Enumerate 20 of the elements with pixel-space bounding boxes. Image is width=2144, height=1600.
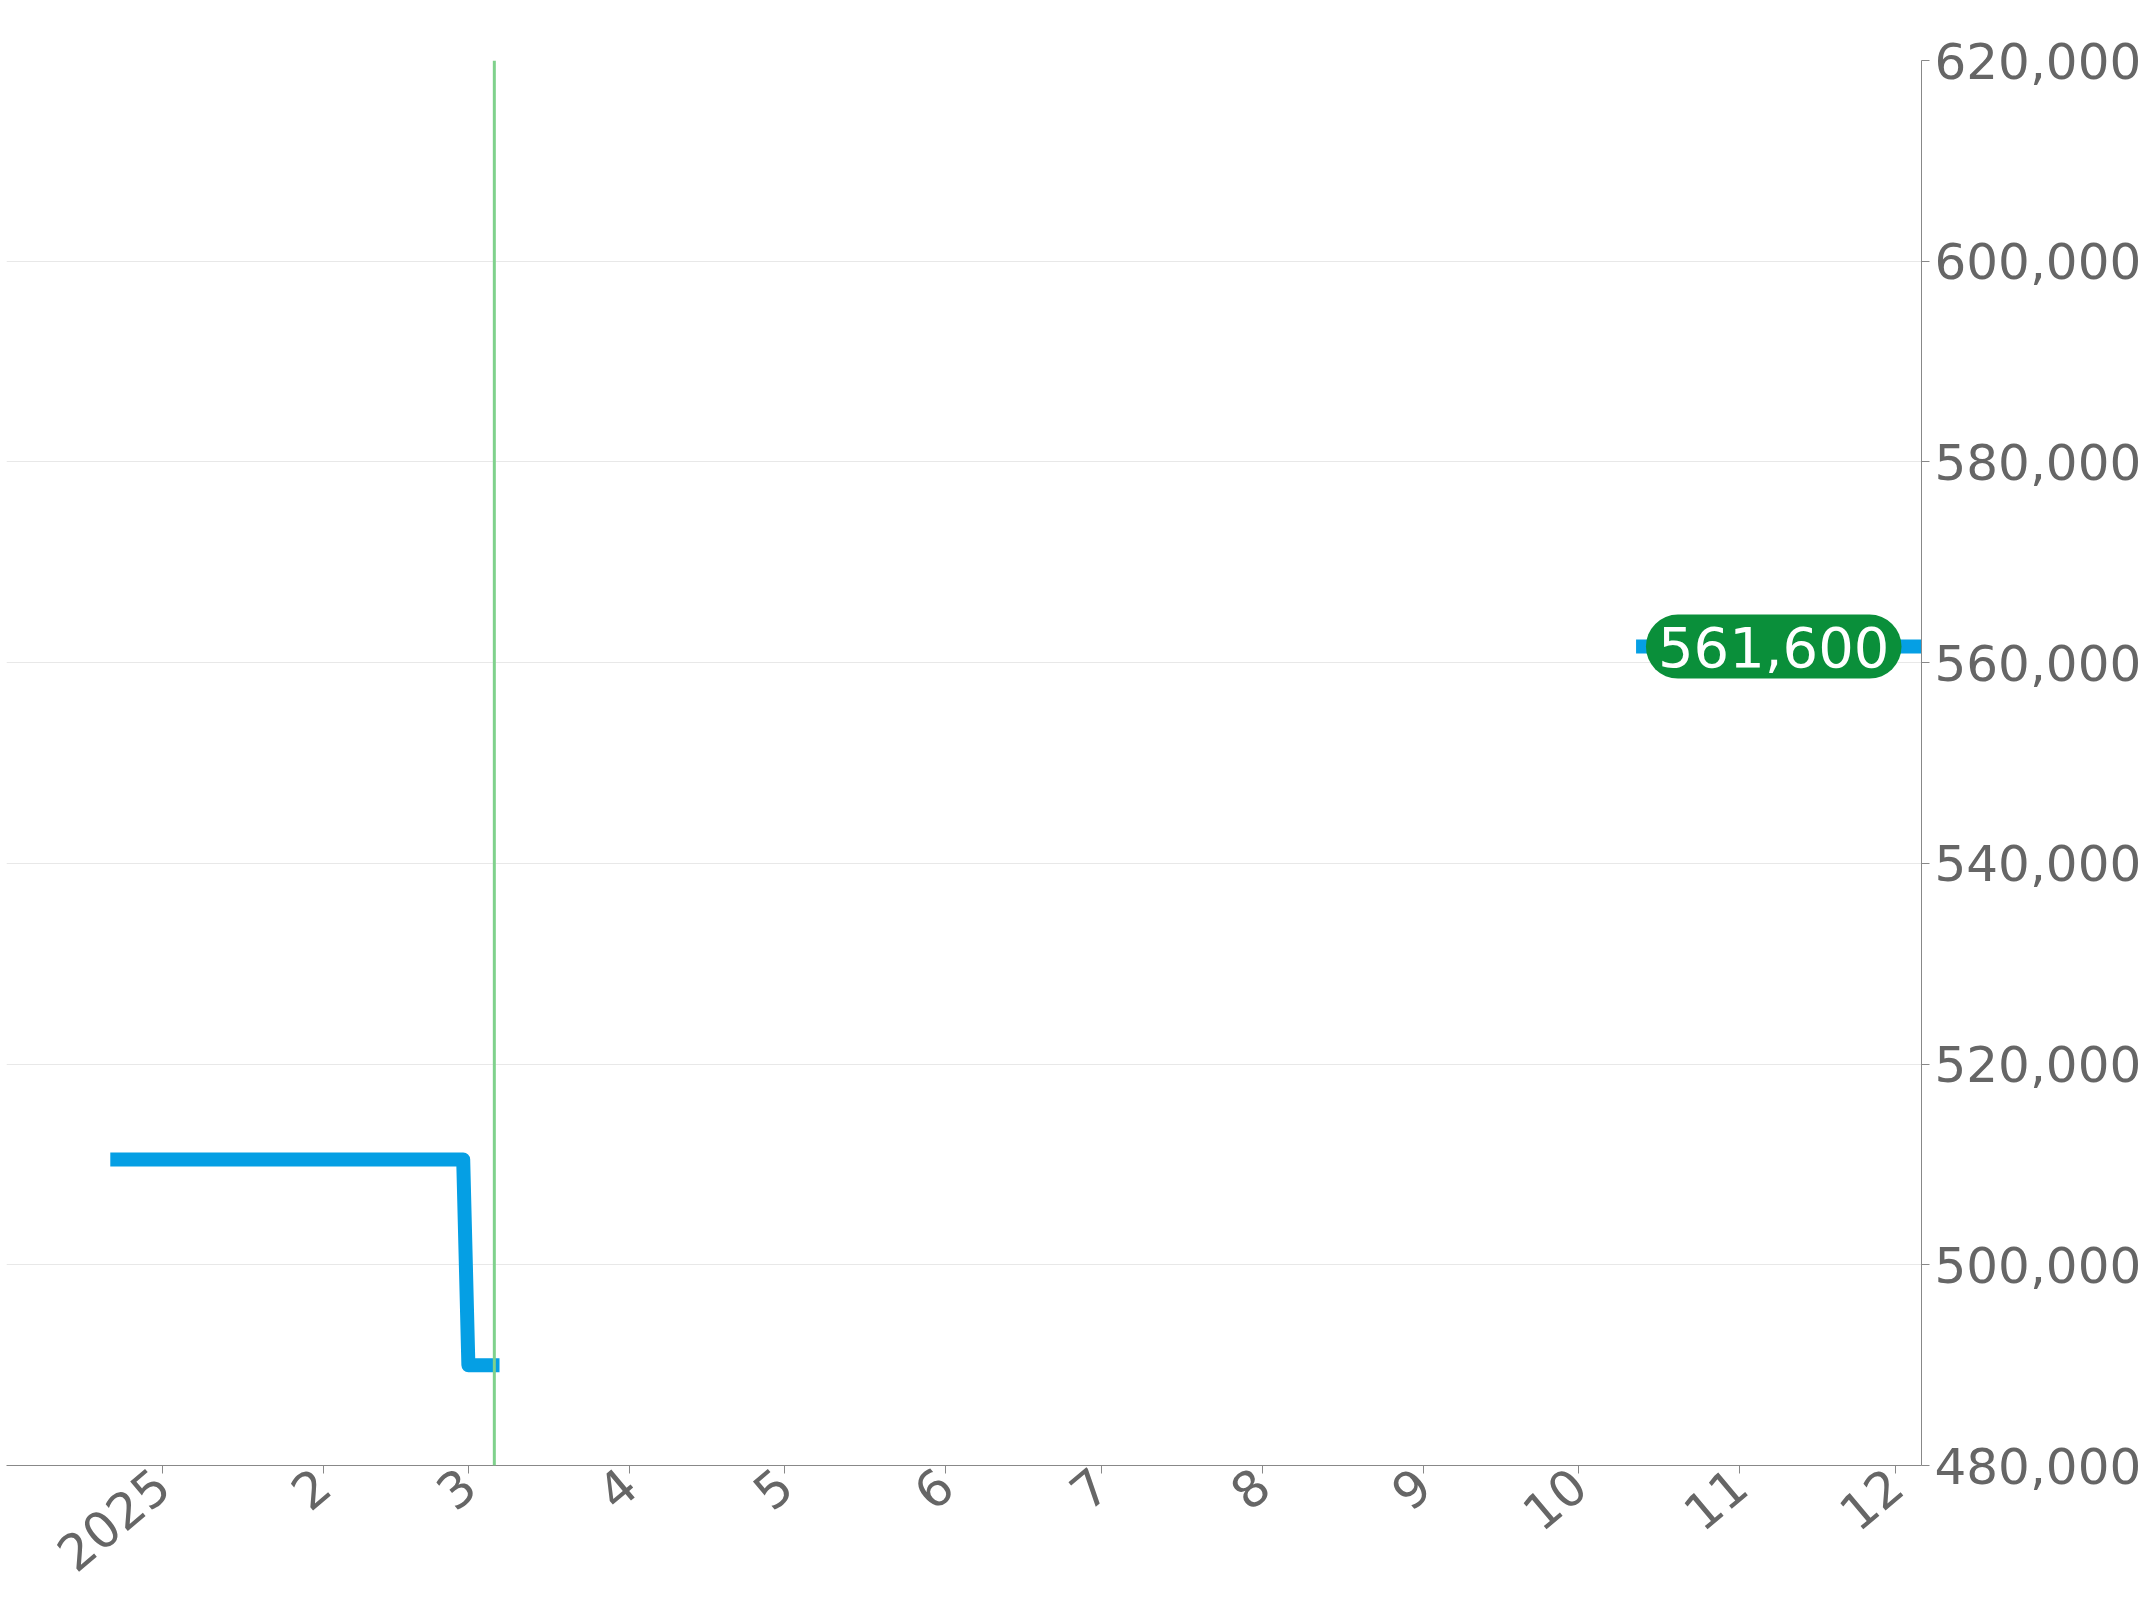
y-tick-label: 560,000 bbox=[1934, 634, 2142, 693]
x-tick-label: 7 bbox=[1059, 1457, 1121, 1522]
x-tick-label: 8 bbox=[1220, 1457, 1282, 1522]
y-tick-label: 600,000 bbox=[1934, 233, 2142, 292]
x-tick-label: 2 bbox=[280, 1457, 343, 1522]
y-tick-label: 520,000 bbox=[1934, 1036, 2142, 1095]
x-tick-label: 3 bbox=[426, 1457, 488, 1522]
y-tick-label: 620,000 bbox=[1934, 32, 2142, 91]
x-tick-label: 11 bbox=[1673, 1457, 1760, 1543]
y-tick-label: 540,000 bbox=[1934, 835, 2142, 894]
x-tick-label: 5 bbox=[742, 1457, 805, 1522]
y-tick-label: 500,000 bbox=[1934, 1236, 2142, 1295]
x-tick-label: 4 bbox=[586, 1457, 649, 1522]
y-tick-label: 480,000 bbox=[1934, 1437, 2142, 1496]
x-tick-label: 10 bbox=[1512, 1457, 1599, 1543]
y-tick-label: 580,000 bbox=[1934, 433, 2142, 492]
x-tick-label: 12 bbox=[1828, 1457, 1915, 1543]
x-tick-label: 6 bbox=[903, 1457, 966, 1522]
x-tick-label: 9 bbox=[1380, 1457, 1443, 1522]
annotation: 561,600 bbox=[1657, 614, 1890, 680]
